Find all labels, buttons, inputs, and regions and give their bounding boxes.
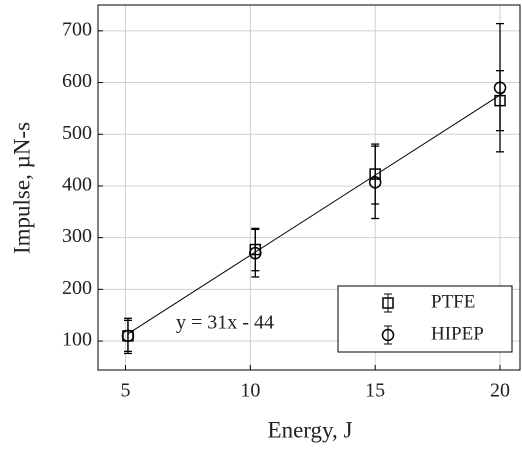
y-tick-label: 100 bbox=[62, 329, 92, 351]
fit-line bbox=[127, 91, 506, 335]
fit-label: y = 31x - 44 bbox=[176, 312, 274, 334]
marker bbox=[249, 246, 262, 260]
legend-marker bbox=[381, 328, 395, 342]
legend-label: PTFE bbox=[431, 291, 475, 312]
y-tick-label: 200 bbox=[62, 277, 92, 299]
y-tick-label: 500 bbox=[62, 122, 92, 144]
y-tick-label: 400 bbox=[62, 174, 92, 196]
plot-frame bbox=[97, 4, 521, 371]
x-tick-label: 5 bbox=[120, 380, 130, 402]
y-axis-label: Impulse, µN-s bbox=[9, 122, 34, 254]
legend-label: HIPEP bbox=[431, 323, 484, 344]
error-bar bbox=[123, 319, 132, 353]
y-tick-label: 600 bbox=[62, 70, 92, 92]
error-bar bbox=[371, 145, 380, 220]
error-bar bbox=[251, 228, 260, 278]
x-tick-label: 20 bbox=[490, 380, 510, 402]
marker bbox=[493, 81, 507, 94]
x-tick-label: 15 bbox=[365, 380, 385, 402]
x-tick-label: 10 bbox=[240, 380, 260, 402]
marker bbox=[368, 176, 382, 189]
y-tick-label: 300 bbox=[62, 225, 92, 247]
marker bbox=[121, 329, 135, 343]
error-bar bbox=[496, 22, 505, 153]
y-tick-label: 700 bbox=[62, 18, 92, 40]
x-axis-label: Energy, J bbox=[268, 417, 353, 442]
legend-box bbox=[337, 285, 513, 353]
legend-marker bbox=[382, 297, 394, 309]
